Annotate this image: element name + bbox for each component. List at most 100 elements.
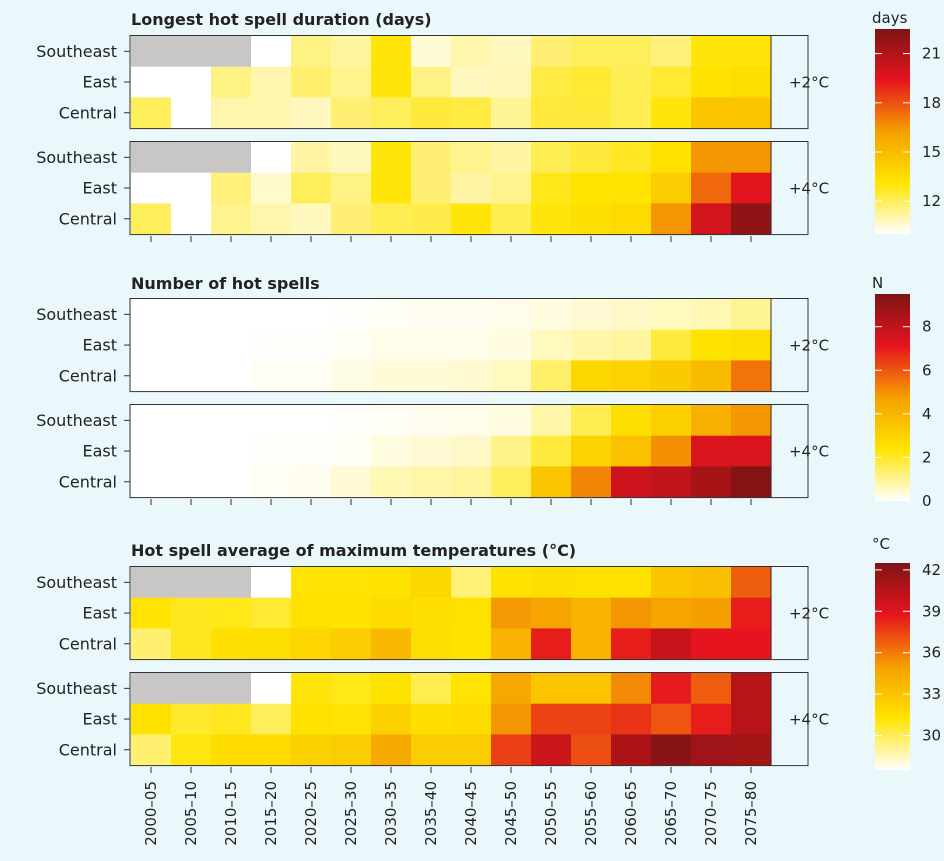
heatmap-cell (411, 203, 452, 235)
heatmap-cell (571, 703, 612, 735)
colorbar-tick-label: 2 (922, 448, 932, 466)
heatmap-cell (531, 567, 572, 599)
heatmap-cell (131, 567, 172, 599)
heatmap-cell (531, 36, 572, 68)
colorbar-tick-label: 42 (922, 561, 941, 579)
heatmap-cell (731, 703, 772, 735)
heatmap-cell (131, 734, 172, 766)
heatmap-cell (371, 597, 412, 629)
heatmap-cell (411, 435, 452, 467)
heatmap-cell (331, 405, 372, 437)
heatmap-cell (331, 299, 372, 331)
colorbar-unit: days (872, 9, 908, 27)
row-label: Central (59, 740, 117, 759)
facet-frame (129, 298, 809, 393)
heatmap-cell (611, 97, 652, 129)
heatmap-cell (651, 203, 692, 235)
heatmap-cell (331, 734, 372, 766)
heatmap-cell (691, 203, 732, 235)
heatmap-cell (251, 435, 292, 467)
colorbar: days 12 15 18 21 (872, 9, 941, 234)
heatmap-cell (571, 360, 612, 392)
heatmap-cell (651, 466, 692, 498)
facet-label: +2°C (789, 74, 829, 92)
heatmap-cell (371, 66, 412, 98)
heatmap-cell (291, 203, 332, 235)
row-label: Central (59, 209, 117, 228)
heatmap-cell (251, 673, 292, 705)
heatmap-cell (731, 203, 772, 235)
row-label: East (82, 179, 117, 198)
facet-frame (129, 566, 809, 661)
heatmap-cell (531, 435, 572, 467)
facet-+4°C: Southeast East Central +4°C (36, 404, 829, 499)
heatmap-cell (691, 567, 732, 599)
heatmap-cell (411, 597, 452, 629)
heatmap-cell (611, 567, 652, 599)
heatmap-cell (411, 172, 452, 204)
heatmap-cell (291, 299, 332, 331)
heatmap-cell (731, 597, 772, 629)
heatmap-cell (131, 299, 172, 331)
heatmap-cell (211, 329, 252, 361)
heatmap-cell (171, 203, 212, 235)
heatmap-cell (131, 597, 172, 629)
heatmap-cell (691, 405, 732, 437)
heatmap-cell (451, 172, 492, 204)
heatmap-cell (571, 329, 612, 361)
heatmap-cell (171, 567, 212, 599)
heatmap-cell (451, 597, 492, 629)
x-tick-label: 2045–50 (502, 781, 520, 846)
heatmap-cell (371, 203, 412, 235)
heatmap-cell (691, 466, 732, 498)
heatmap-cell (571, 405, 612, 437)
row-label: East (82, 336, 117, 355)
heatmap-cell (531, 66, 572, 98)
heatmap-cell (611, 597, 652, 629)
heatmap-cell (491, 703, 532, 735)
row-label: Central (59, 472, 117, 491)
heatmap-cell (691, 360, 732, 392)
heatmap-cell (611, 329, 652, 361)
heatmap-cell (331, 36, 372, 68)
heatmap-cell (651, 734, 692, 766)
x-tick-label: 2040–45 (462, 781, 480, 846)
heatmap-cell (731, 405, 772, 437)
panel-title: Number of hot spells (131, 274, 320, 293)
heatmap-cell (651, 299, 692, 331)
heatmap-cell (131, 172, 172, 204)
heatmap-cell (211, 97, 252, 129)
facet-+4°C: Southeast East Central +4°C (36, 141, 829, 236)
heatmap-cell (291, 628, 332, 660)
heatmap-cell (211, 142, 252, 174)
heatmap-cell (731, 36, 772, 68)
heatmap-cell (611, 36, 652, 68)
heatmap-cell (731, 466, 772, 498)
heatmap-cell (131, 66, 172, 98)
heatmap-cell (291, 329, 332, 361)
heatmap-cell (531, 673, 572, 705)
heatmap-cell (251, 567, 292, 599)
colorbar-tick-label: 30 (922, 727, 941, 745)
heatmap-cell (491, 329, 532, 361)
heatmap-cell (251, 36, 292, 68)
heatmap-cell (571, 567, 612, 599)
x-tick-label: 2005–10 (182, 781, 200, 846)
heatmap-cell (371, 299, 412, 331)
heatmap-cell (331, 203, 372, 235)
heatmap-cell (451, 36, 492, 68)
heatmap-cell (571, 142, 612, 174)
heatmap-cell (131, 673, 172, 705)
heatmap-cell (571, 435, 612, 467)
heatmap-cell (411, 36, 452, 68)
heatmap-cell (411, 466, 452, 498)
colorbar-tick-label: 33 (922, 685, 941, 703)
heatmap-cell (651, 66, 692, 98)
heatmap-cell (291, 703, 332, 735)
heatmap-cell (131, 628, 172, 660)
facet-frame (129, 35, 809, 130)
heatmap-cell (211, 172, 252, 204)
heatmap-cell (211, 36, 252, 68)
heatmap-cell (251, 66, 292, 98)
